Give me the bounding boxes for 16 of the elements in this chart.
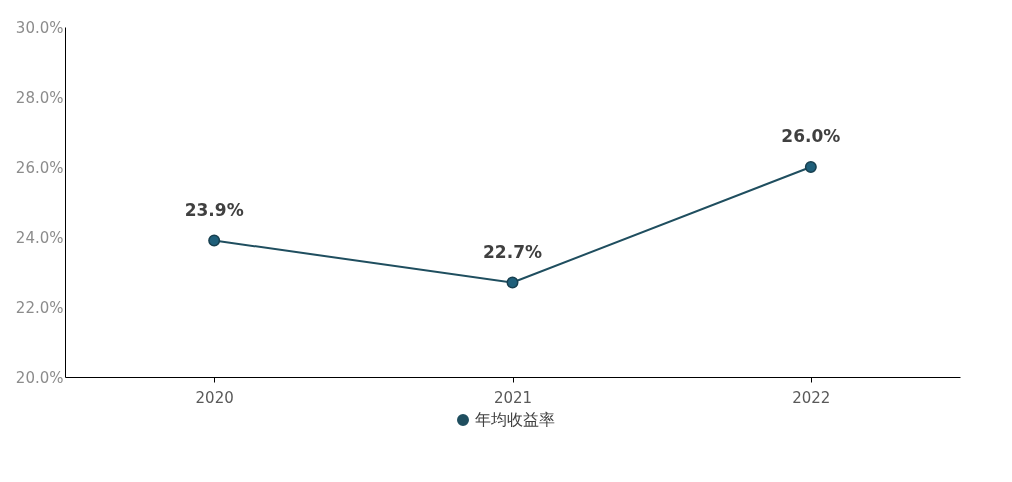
y-tick-label: 20.0% bbox=[15, 368, 64, 387]
y-tick-label: 24.0% bbox=[15, 228, 64, 247]
legend-label: 年均收益率 bbox=[475, 410, 555, 429]
y-tick-label: 26.0% bbox=[15, 158, 64, 177]
data-label: 22.7% bbox=[483, 241, 542, 262]
point bbox=[804, 161, 817, 173]
point bbox=[208, 234, 221, 247]
x-tick-label: 2020 bbox=[195, 388, 234, 407]
y-tick-label: 28.0% bbox=[15, 88, 64, 107]
y-tick-label: 22.0% bbox=[15, 298, 64, 317]
data-label: 26.0% bbox=[781, 126, 841, 146]
y-tick-label: 30.0% bbox=[15, 18, 64, 37]
x-tick-label: 2022 bbox=[792, 388, 831, 407]
point bbox=[506, 276, 519, 289]
x-tick-label: 2021 bbox=[493, 388, 533, 407]
data-label: 23.9% bbox=[184, 199, 244, 220]
